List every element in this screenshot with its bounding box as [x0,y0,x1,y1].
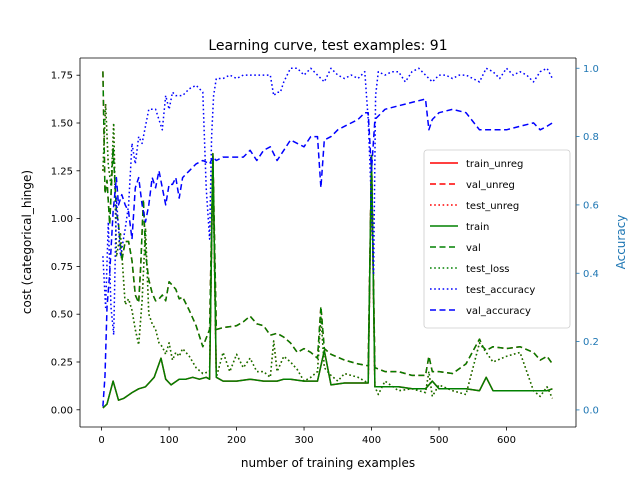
x-tick-label: 300 [294,435,313,446]
plot-area [102,67,554,409]
left-y-tick-label: 1.00 [51,214,73,225]
right-y-tick-label: 0.2 [583,337,599,348]
right-y-axis-label: Accuracy [614,215,628,270]
left-y-tick-label: 0.25 [51,357,73,368]
series-line-train [102,152,553,409]
left-y-tick-label: 1.75 [51,71,73,82]
left-y-axis-ticks: 0.00 0.25 0.50 0.75 1.00 1.25 1.50 1.75 [51,71,80,416]
legend-label-val: val [466,243,481,254]
series-line-val-accuracy [102,98,553,407]
legend-label-test-unreg: test_unreg [466,201,519,212]
chart-title: Learning curve, test examples: 91 [208,38,447,54]
left-y-tick-label: 1.50 [51,119,73,130]
x-tick-label: 100 [160,435,179,446]
x-axis-ticks: 0 100 200 300 400 500 600 [98,427,516,446]
right-y-tick-label: 0.8 [583,132,599,143]
legend-label-train: train [466,222,489,233]
left-y-tick-label: 1.25 [51,166,73,177]
axes [79,57,577,428]
legend-label-val-accuracy: val_accuracy [466,306,531,317]
left-y-tick-label: 0.00 [51,405,73,416]
x-tick-label: 500 [429,435,448,446]
x-tick-label: 400 [362,435,381,446]
x-axis-label: number of training examples [241,456,415,470]
left-y-tick-label: 0.50 [51,310,73,321]
x-tick-label: 200 [227,435,246,446]
x-tick-label: 0 [98,435,104,446]
legend-label-train-unreg: train_unreg [466,159,523,170]
left-y-tick-label: 0.75 [51,262,73,273]
y-axis-label: cost (categorical_hinge) [20,170,34,314]
legend-label-test-loss: test_loss [466,264,510,275]
series-line-val [102,71,554,377]
legend-box [423,149,571,329]
legend-label-val-unreg: val_unreg [466,180,515,191]
right-y-tick-label: 0.6 [583,200,599,211]
right-y-axis-ticks: 0.0 0.2 0.4 0.6 0.8 1.0 [576,64,599,416]
right-y-tick-label: 0.0 [583,405,599,416]
legend-label-test-accuracy: test_accuracy [466,285,535,296]
right-y-tick-label: 0.4 [583,269,599,280]
right-y-tick-label: 1.0 [583,64,599,75]
x-tick-label: 600 [497,435,516,446]
